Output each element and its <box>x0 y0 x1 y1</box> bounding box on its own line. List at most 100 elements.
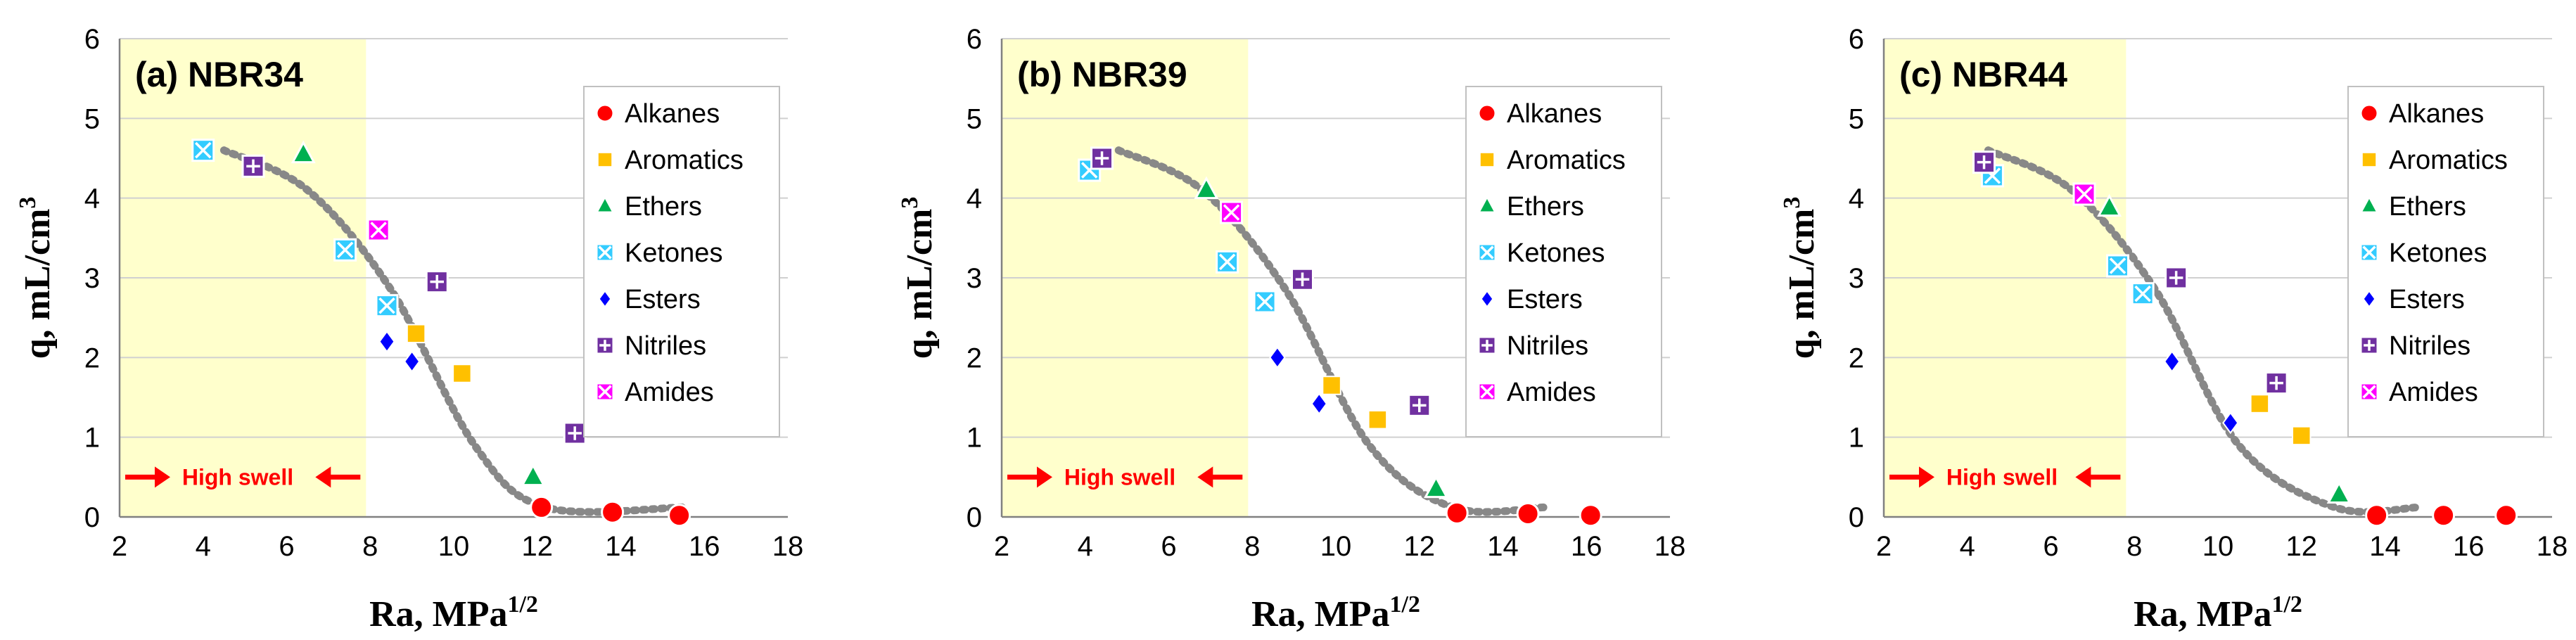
panel-2-legend-marker-ketones <box>1477 243 1497 262</box>
panel-2-point-esters-shape <box>1311 392 1327 416</box>
panel-1-legend-marker-aromatics-shape <box>597 151 613 168</box>
panel-1-y-axis-title-main: q, mL/cm <box>18 209 58 359</box>
panel-1-legend-marker-ethers <box>594 194 616 214</box>
panel-3-y-tick-label: 6 <box>1849 24 1864 55</box>
panel-3-y-tick-label: 3 <box>1849 263 1864 294</box>
panel-3-x-tick-label: 12 <box>2286 531 2318 562</box>
panel-2-legend-marker-amides-x2 <box>1480 385 1494 399</box>
panel-3-x-tick-label: 14 <box>2369 531 2401 562</box>
panel-3-point-ketones <box>2106 254 2129 278</box>
panel-1-x-tick-label: 18 <box>772 531 804 562</box>
panel-3-legend-marker-nitriles <box>2359 335 2379 355</box>
panel-3-point-nitriles <box>1972 151 1996 174</box>
panel-2-point-ketones <box>1253 290 1277 314</box>
panel-1-legend-label-amides: Amides <box>625 378 714 407</box>
panel-3-high-swell-label: High swell <box>1946 464 2058 489</box>
panel-1-x-tick-label: 4 <box>196 531 211 562</box>
panel-2-legend-marker-alkanes-shape <box>1477 103 1497 123</box>
panel-1-y-axis-title: q, mL/cm3 <box>15 197 58 359</box>
panel-3-point-aromatics <box>2250 394 2270 414</box>
panel-2-x-tick-label: 14 <box>1487 531 1519 562</box>
panel-3-x-tick-label: 6 <box>2043 531 2058 562</box>
panel-2-y-axis-title: q, mL/cm3 <box>897 197 940 359</box>
panel-3-point-aromatics <box>2292 425 2312 446</box>
panel-1-legend-label-ethers: Ethers <box>625 192 702 222</box>
panel-1-point-nitriles <box>241 154 265 178</box>
panel-2-point-alkanes <box>1445 501 1469 525</box>
panel-2-legend-label-esters: Esters <box>1507 285 1583 314</box>
panel-3-x-tick-label: 10 <box>2202 531 2234 562</box>
panel-1-point-nitriles <box>563 421 587 445</box>
panel-2-x-tick-label: 4 <box>1078 531 1093 562</box>
panel-2-x-axis-title: Ra, MPa1/2 <box>1251 591 1420 634</box>
panel-2-point-ethers <box>1423 475 1449 499</box>
panel-2-point-ethers <box>1194 176 1219 200</box>
panel-2-point-aromatics <box>1322 376 1341 395</box>
panel-2-point-amides <box>1220 200 1244 224</box>
panel-3-legend-label-aromatics: Aromatics <box>2389 146 2508 175</box>
panel-1-point-amides-x2 <box>370 222 387 238</box>
panel-2-point-amides-x2 <box>1223 204 1240 221</box>
panel-2-point-ketones-x2 <box>1256 293 1273 310</box>
panel-2-y-tick-label: 6 <box>967 24 982 55</box>
panel-2-x-tick-label: 16 <box>1571 531 1602 562</box>
panel-1-legend-marker-aromatics <box>597 151 613 168</box>
panel-1-point-ethers <box>521 463 546 487</box>
panel-3-legend-marker-amides <box>2359 382 2379 402</box>
panel-1-point-alkanes <box>668 504 691 527</box>
panel-3-point-alkanes-shape <box>2432 504 2456 527</box>
panel-1-point-aromatics-shape <box>406 324 426 344</box>
panel-3-legend-marker-aromatics-shape <box>2361 151 2378 168</box>
panel-1-point-ethers-shape <box>291 140 316 164</box>
panel-3-x-axis-title-main: Ra, MPa <box>2134 594 2271 634</box>
panel-1-point-ethers <box>291 140 316 164</box>
panel-3-point-ketones-x2 <box>2109 257 2127 274</box>
panel-2-x-axis-title-main: Ra, MPa <box>1251 594 1389 634</box>
panel-3-legend-marker-ethers-shape <box>2359 194 2380 214</box>
panel-3-legend-label-amides: Amides <box>2389 378 2478 407</box>
panel-2-legend-marker-nitriles <box>1477 335 1497 355</box>
panel-2-y-axis-title-sup: 3 <box>897 197 923 209</box>
panel-2-y-tick-label: 1 <box>967 423 982 454</box>
panel-3-point-aromatics-shape <box>2250 394 2270 414</box>
panel-3-point-aromatics-shape <box>2292 425 2312 446</box>
panel-3-y-tick-label: 5 <box>1849 103 1864 134</box>
panel-1-high-swell-arrowhead-left <box>315 466 331 488</box>
panel-3-high-swell-arrowhead-right <box>1919 466 1934 488</box>
panel-2-legend-marker-ethers <box>1477 194 1498 214</box>
panel-3-point-amides-x2 <box>2076 186 2093 203</box>
panel-2-point-ethers-shape <box>1423 475 1449 499</box>
panel-3-point-ketones-x2 <box>1984 167 2001 184</box>
panel-1-point-esters <box>403 350 421 373</box>
panel-3-point-ketones <box>2131 282 2155 306</box>
panel-3-y-tick-label: 2 <box>1849 343 1864 373</box>
panel-2-legend-marker-esters-shape <box>1480 289 1494 309</box>
panel-1-point-alkanes <box>530 495 554 519</box>
panel-1-point-nitriles <box>425 270 449 294</box>
panel-1-legend-label-alkanes: Alkanes <box>625 99 720 129</box>
panel-1-trend-line <box>219 146 688 516</box>
panel-2-high-swell-arrowhead-left <box>1197 466 1213 488</box>
panel-2-legend-label-nitriles: Nitriles <box>1507 331 1588 361</box>
panel-1-point-alkanes-shape <box>601 500 625 524</box>
panel-2-point-alkanes <box>1516 501 1540 525</box>
panel-2-x-tick-label: 8 <box>1244 531 1260 562</box>
panel-3-x-tick-label: 8 <box>2127 531 2142 562</box>
panel-2-high-swell-arrowhead-right <box>1037 466 1052 488</box>
panel-2-point-alkanes-shape <box>1579 504 1602 527</box>
panel-1-high-swell-label: High swell <box>182 464 293 489</box>
panel-2-legend-marker-ethers-shape <box>1477 194 1498 214</box>
panel-3-y-axis-title-main: q, mL/cm <box>1782 209 1822 359</box>
panel-1-y-tick-label: 4 <box>84 184 100 215</box>
panel-1-legend-marker-amides-x2 <box>598 385 612 399</box>
panel-3-legend-label-ketones: Ketones <box>2389 238 2487 268</box>
panel-2-legend-label-ethers: Ethers <box>1507 192 1584 222</box>
panel-1-y-tick-label: 5 <box>84 103 100 134</box>
panel-3-y-axis-title-sup: 3 <box>1779 197 1805 209</box>
panel-1-legend-marker-ketones <box>595 243 615 262</box>
panel-3-point-esters-shape <box>2222 411 2239 435</box>
panel-1-point-aromatics-shape <box>452 364 472 383</box>
panel-3-legend-marker-esters <box>2362 289 2376 309</box>
